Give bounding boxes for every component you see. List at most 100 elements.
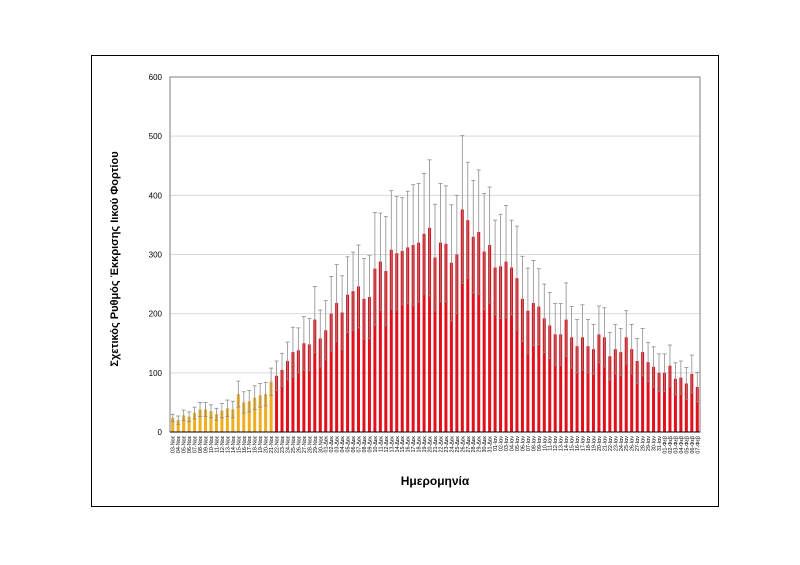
x-tick-label: 17-Δεκ <box>411 436 417 453</box>
x-tick-label: 22-Δεκ <box>438 436 444 453</box>
bar <box>488 245 492 432</box>
bar <box>444 243 448 432</box>
bar <box>515 278 519 432</box>
bar <box>329 313 333 432</box>
y-tick-label: 0 <box>158 428 163 437</box>
x-tick-label: 19-Δεκ <box>422 436 428 453</box>
x-tick-label: 27-Δεκ <box>466 436 472 453</box>
y-tick-label: 300 <box>149 251 163 260</box>
bar <box>291 352 295 432</box>
x-tick-label: 11-Δεκ <box>378 436 384 452</box>
bar <box>477 232 481 432</box>
x-tick-label: 17-Ιαν <box>581 436 587 451</box>
x-tick-label: 06-Φεβ <box>690 436 696 454</box>
bar <box>313 319 317 432</box>
x-tick-label: 12-Δεκ <box>384 436 390 453</box>
x-tick-label: 10-Δεκ <box>373 436 379 453</box>
bars-layer <box>171 209 699 432</box>
x-tick-label: 03-Ιαν <box>504 436 510 451</box>
bar <box>679 377 683 432</box>
y-tick-label: 500 <box>149 132 163 141</box>
x-tick-label: 21-Νοε <box>269 435 275 453</box>
bar <box>652 366 656 432</box>
x-tick-label: 05-Νοε <box>182 435 188 453</box>
bar <box>400 250 404 432</box>
bar <box>433 257 437 432</box>
bar <box>198 409 202 432</box>
x-tick-label: 07-Φεβ <box>695 436 701 454</box>
x-tick-label: 09-Ιαν <box>537 436 543 451</box>
bar <box>214 414 218 432</box>
x-tick-label: 05-Ιαν <box>515 436 521 451</box>
bar <box>187 416 191 432</box>
x-tick-label: 14-Δεκ <box>395 436 401 453</box>
bar <box>613 349 617 432</box>
x-tick-label: 22-Νοε <box>275 435 281 453</box>
x-tick-label: 20-Δεκ <box>428 436 434 453</box>
y-tick-label: 100 <box>149 369 163 378</box>
bar <box>531 303 535 432</box>
x-axis-label: Ημερομηνία <box>400 474 470 488</box>
bar <box>258 395 262 432</box>
x-tick-label: 11-Νοε <box>214 435 220 452</box>
x-tick-label: 18-Ιαν <box>586 436 592 451</box>
x-tick-label: 13-Νοε <box>225 435 231 453</box>
bar <box>455 254 459 432</box>
x-tick-label: 31-Δεκ <box>488 436 494 453</box>
x-tick-label: 27-Ιαν <box>635 436 641 451</box>
bar <box>499 266 503 432</box>
bar <box>559 334 563 432</box>
bar <box>520 298 524 432</box>
bar <box>411 245 415 432</box>
x-tick-label: 04-Δεκ <box>340 436 346 453</box>
bar <box>673 378 677 432</box>
error-bars-layer <box>170 135 700 425</box>
x-tick-label: 06-Ιαν <box>520 436 526 451</box>
bar <box>373 268 377 432</box>
x-tick-label: 15-Δεκ <box>400 436 406 453</box>
x-tick-label: 28-Δεκ <box>471 436 477 453</box>
x-tick-label: 06-Δεκ <box>351 436 357 453</box>
x-tick-label: 28-Ιαν <box>641 436 647 451</box>
bar <box>641 352 645 432</box>
chart-frame: 0 100 200 300 400 500 600 03-Νοε 04-Νοε 05-Νοε 06… <box>91 55 719 507</box>
x-tick-label: 04-Φεβ <box>679 436 685 454</box>
bar <box>668 365 672 432</box>
bar <box>422 233 426 432</box>
bar <box>264 394 268 432</box>
bar <box>318 338 322 432</box>
bar <box>509 267 513 432</box>
x-tick-label: 08-Ιαν <box>531 436 537 451</box>
x-tick-label: 02-Ιαν <box>499 436 505 451</box>
x-tick-label: 08-Δεκ <box>362 436 368 453</box>
bar <box>526 310 530 432</box>
x-tick-label: 19-Ιαν <box>591 436 597 451</box>
bar <box>570 337 574 432</box>
bar <box>171 417 175 432</box>
x-tick-label: 04-Νοε <box>176 435 182 453</box>
bar <box>548 325 552 432</box>
bar <box>351 291 355 432</box>
bar <box>362 298 366 432</box>
x-tick-label: 23-Ιαν <box>613 436 619 451</box>
x-tick-label: 26-Δεκ <box>460 436 466 453</box>
bar <box>575 346 579 432</box>
bar <box>247 401 251 432</box>
bar <box>406 247 410 432</box>
x-tick-label: 21-Δεκ <box>433 436 439 453</box>
bar <box>657 372 661 432</box>
bar <box>209 411 213 432</box>
bar <box>662 372 666 432</box>
y-axis-label: Σχετικός Ρυθμός Έκκρισης Ιικού Φορτίου <box>109 151 121 367</box>
x-tick-label: 05-Δεκ <box>346 436 352 453</box>
x-tick-label: 07-Δεκ <box>357 436 363 453</box>
x-tick-label: 25-Νοε <box>291 435 297 453</box>
bar <box>193 413 197 432</box>
x-tick-label: 24-Ιαν <box>619 436 625 451</box>
x-tick-label: 27-Νοε <box>302 435 308 453</box>
bar <box>340 312 344 432</box>
x-tick-label: 30-Δεκ <box>482 436 488 453</box>
bar <box>236 394 240 432</box>
x-tick-label: 12-Ιαν <box>553 436 559 451</box>
